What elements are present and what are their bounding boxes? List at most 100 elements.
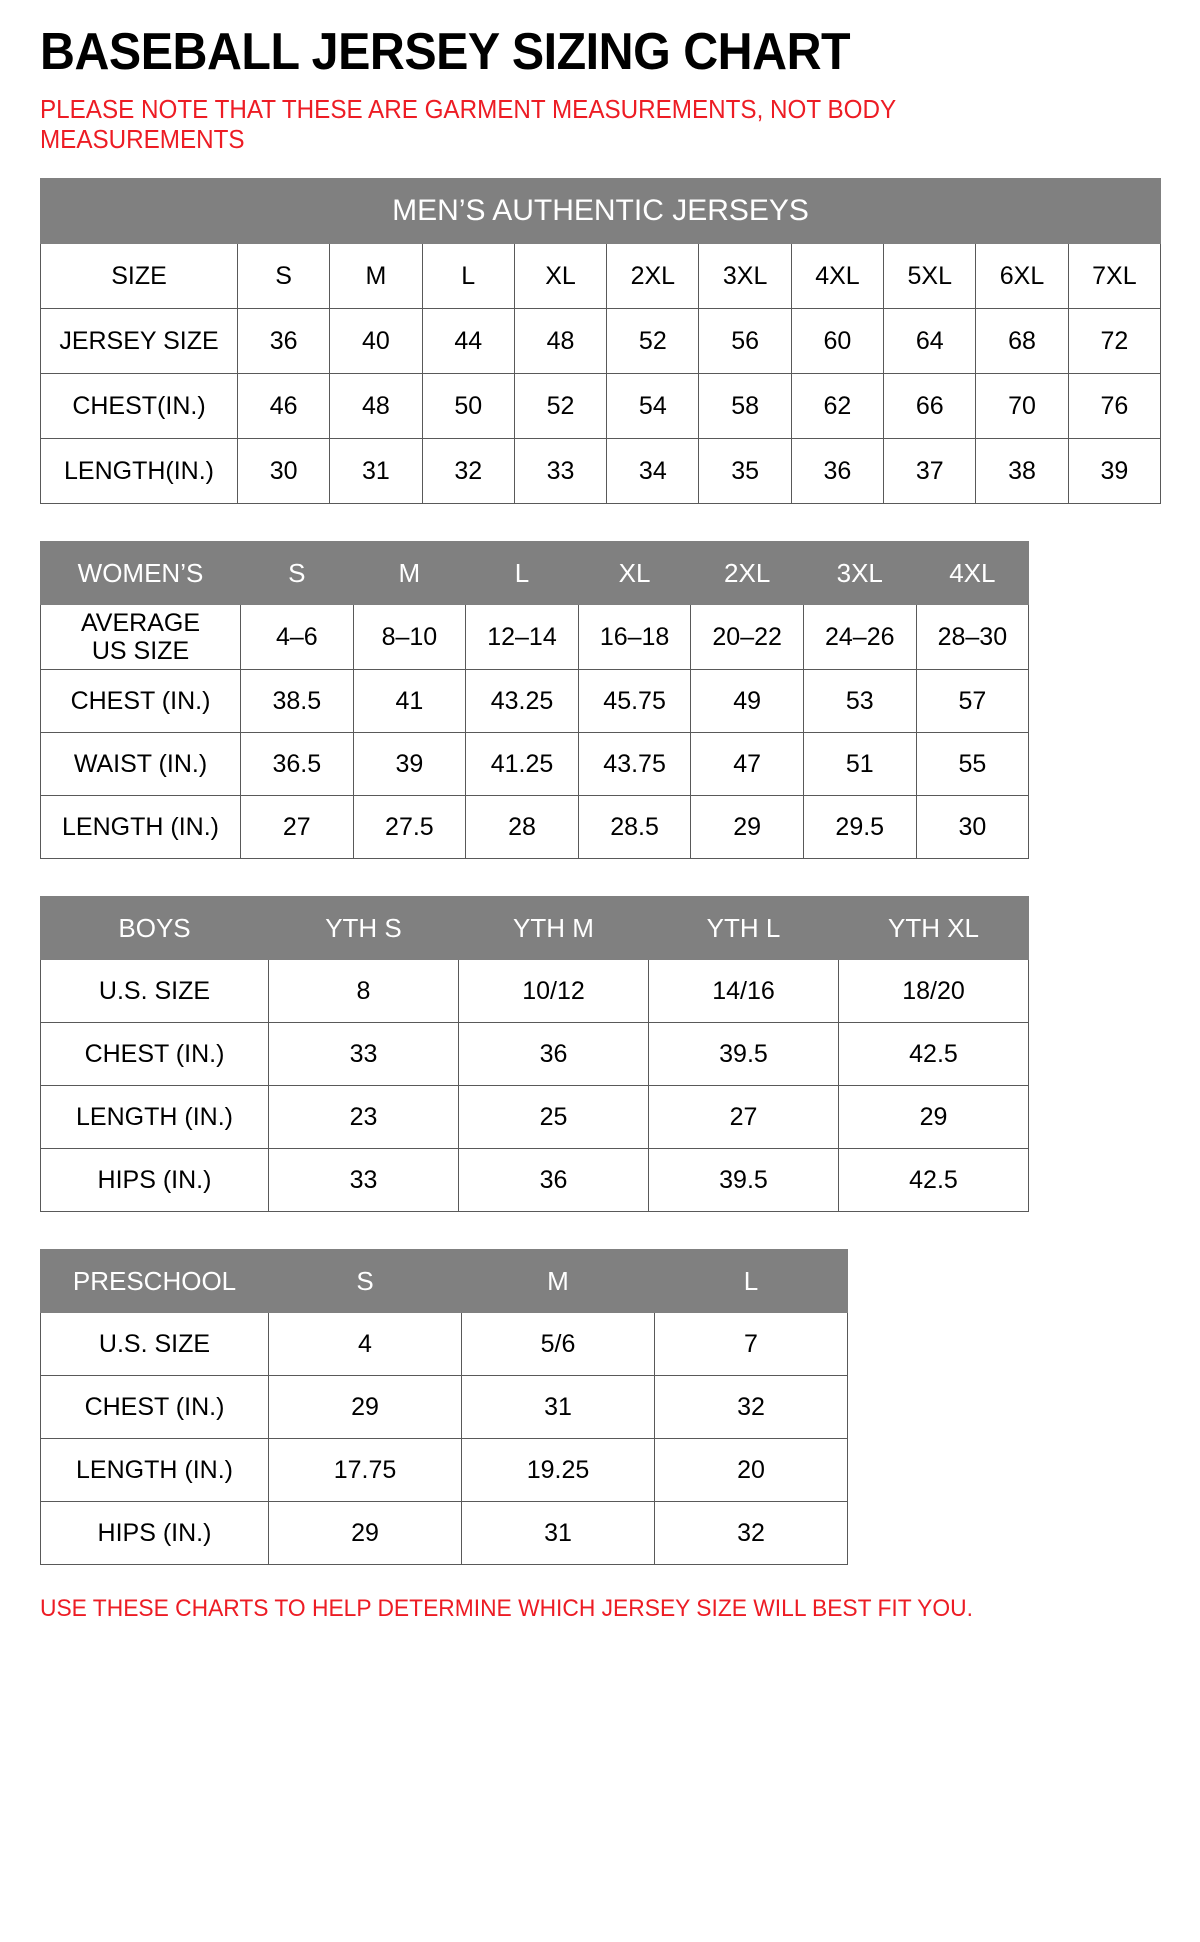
table-row: HIPS (IN.) 33 36 39.5 42.5 (40, 1148, 1029, 1213)
mens-banner-title: MEN’S AUTHENTIC JERSEYS (39, 178, 1162, 245)
cell: 7 (654, 1312, 848, 1377)
cell: 4–6 (240, 604, 354, 671)
womens-row-label-length: LENGTH (IN.) (40, 795, 241, 860)
preschool-row-label-hips: HIPS (IN.) (40, 1501, 269, 1566)
mens-row-label-jersey-size: JERSEY SIZE (40, 308, 238, 375)
preschool-col-s: S (268, 1249, 462, 1314)
table-row: U.S. SIZE 4 5/6 7 (40, 1312, 848, 1377)
cell: 53 (802, 669, 917, 734)
cell: 30 (915, 795, 1030, 860)
table-row: LENGTH(IN.) 30 31 32 33 34 35 36 37 38 3… (40, 438, 1162, 505)
table-row: HIPS (IN.) 29 31 32 (40, 1501, 848, 1566)
cell: 51 (802, 732, 917, 797)
table-row: CHEST (IN.) 38.5 41 43.25 45.75 49 53 57 (40, 669, 1030, 734)
cell: 36.5 (240, 732, 354, 797)
table-row: LENGTH (IN.) 27 27.5 28 28.5 29 29.5 30 (40, 795, 1030, 860)
cell: 29 (268, 1375, 462, 1440)
mens-col-2xl: 2XL (606, 243, 700, 310)
cell: 62 (790, 373, 885, 440)
cell: 55 (915, 732, 1030, 797)
cell: 34 (606, 438, 700, 505)
cell: 19.25 (461, 1438, 655, 1503)
womens-col-3xl: 3XL (802, 541, 917, 606)
cell: 31 (461, 1501, 655, 1566)
table-row: CHEST (IN.) 33 36 39.5 42.5 (40, 1022, 1029, 1087)
cell: 32 (654, 1501, 848, 1566)
cell: 42.5 (838, 1148, 1029, 1213)
cell: 25 (458, 1085, 649, 1150)
womens-row-label-chest: CHEST (IN.) (40, 669, 241, 734)
cell: 64 (883, 308, 977, 375)
boys-row-label-chest: CHEST (IN.) (40, 1022, 269, 1087)
cell: 52 (606, 308, 700, 375)
cell: 56 (698, 308, 792, 375)
cell: 31 (329, 438, 423, 505)
cell: 50 (421, 373, 515, 440)
table-row: LENGTH (IN.) 17.75 19.25 20 (40, 1438, 848, 1503)
cell: 4 (268, 1312, 462, 1377)
cell: 27.5 (352, 795, 467, 860)
mens-corner-label: SIZE (40, 243, 238, 310)
mens-col-m: M (329, 243, 423, 310)
cell: 68 (975, 308, 1069, 375)
table-header-row: PRESCHOOL S M L (40, 1249, 848, 1314)
cell: 24–26 (802, 604, 917, 671)
cell: 72 (1067, 308, 1162, 375)
cell: 48 (329, 373, 423, 440)
table-row: AVERAGE US SIZE 4–6 8–10 12–14 16–18 20–2… (40, 604, 1030, 671)
cell: 66 (883, 373, 977, 440)
preschool-row-label-us-size: U.S. SIZE (40, 1312, 269, 1377)
cell: 28–30 (915, 604, 1030, 671)
cell: 12–14 (465, 604, 579, 671)
table-banner-row: MEN’S AUTHENTIC JERSEYS (39, 178, 1162, 245)
cell: 41.25 (465, 732, 579, 797)
boys-corner-label: BOYS (40, 896, 269, 961)
cell: 20 (654, 1438, 848, 1503)
table-row: U.S. SIZE 8 10/12 14/16 18/20 (40, 959, 1029, 1024)
boys-col-yth-m: YTH M (458, 896, 649, 961)
table-row: LENGTH (IN.) 23 25 27 29 (40, 1085, 1029, 1150)
cell: 16–18 (577, 604, 692, 671)
table-header-row: WOMEN’S S M L XL 2XL 3XL 4XL (40, 541, 1030, 606)
cell: 33 (513, 438, 608, 505)
cell: 36 (458, 1148, 649, 1213)
cell: 29 (838, 1085, 1029, 1150)
cell: 40 (329, 308, 423, 375)
cell: 29 (690, 795, 804, 860)
cell: 36 (458, 1022, 649, 1087)
cell: 43.25 (465, 669, 579, 734)
preschool-row-label-length: LENGTH (IN.) (40, 1438, 269, 1503)
cell: 17.75 (268, 1438, 462, 1503)
boys-col-yth-l: YTH L (648, 896, 839, 961)
boys-row-label-hips: HIPS (IN.) (40, 1148, 269, 1213)
footer-note: USE THESE CHARTS TO HELP DETERMINE WHICH… (40, 1595, 973, 1623)
mens-col-6xl: 6XL (975, 243, 1069, 310)
boys-sizing-table: BOYS YTH S YTH M YTH L YTH XL U.S. SIZE … (40, 896, 1029, 1213)
cell: 8–10 (352, 604, 467, 671)
table-row: WAIST (IN.) 36.5 39 41.25 43.75 47 51 55 (40, 732, 1030, 797)
cell: 48 (513, 308, 608, 375)
page-title: BASEBALL JERSEY SIZING CHART (40, 23, 851, 81)
garment-measurement-note: PLEASE NOTE THAT THESE ARE GARMENT MEASU… (40, 96, 896, 155)
mens-col-s: S (236, 243, 331, 310)
womens-col-s: S (240, 541, 354, 606)
cell: 14/16 (648, 959, 839, 1024)
mens-row-label-length: LENGTH(IN.) (40, 438, 238, 505)
womens-sizing-table: WOMEN’S S M L XL 2XL 3XL 4XL AVERAGE US S… (40, 541, 1030, 860)
cell: 27 (240, 795, 354, 860)
preschool-corner-label: PRESCHOOL (40, 1249, 269, 1314)
cell: 42.5 (838, 1022, 1029, 1087)
womens-col-xl: XL (577, 541, 692, 606)
mens-sizing-table: MEN’S AUTHENTIC JERSEYS SIZE S M L XL 2X… (39, 178, 1162, 505)
cell: 57 (915, 669, 1030, 734)
preschool-sizing-table: PRESCHOOL S M L U.S. SIZE 4 5/6 7 CHEST … (40, 1249, 848, 1566)
table-row: CHEST(IN.) 46 48 50 52 54 58 62 66 70 76 (40, 373, 1162, 440)
cell: 20–22 (690, 604, 804, 671)
boys-row-label-us-size: U.S. SIZE (40, 959, 269, 1024)
cell: 39.5 (648, 1022, 839, 1087)
cell: 49 (690, 669, 804, 734)
cell: 38.5 (240, 669, 354, 734)
cell: 33 (268, 1022, 459, 1087)
cell: 47 (690, 732, 804, 797)
